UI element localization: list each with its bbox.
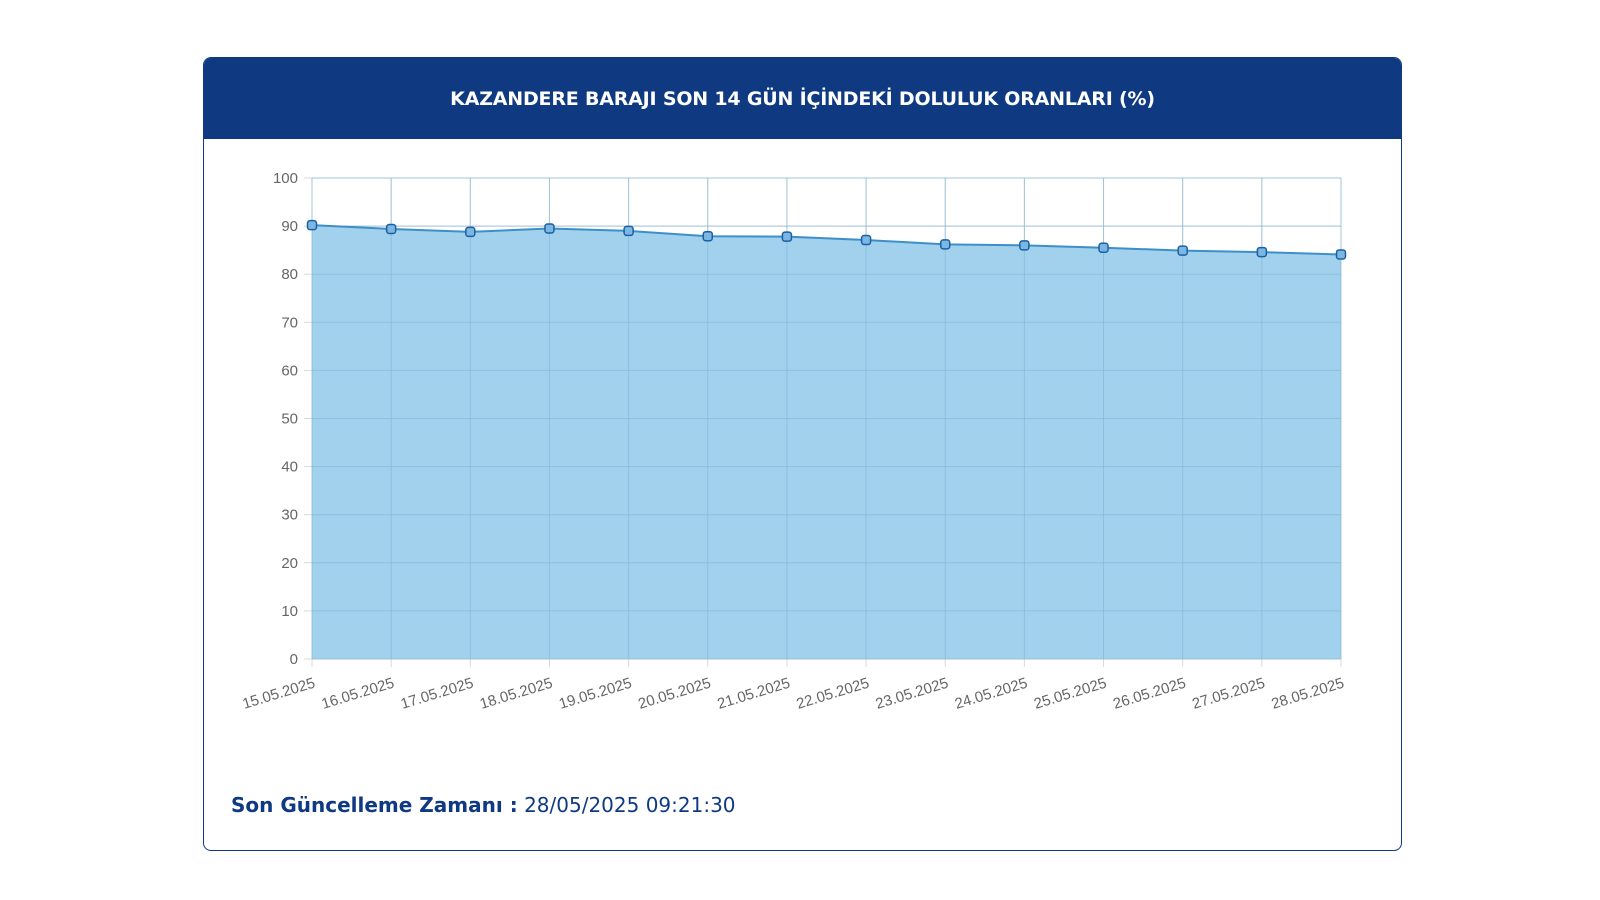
x-tick-label: 26.05.2025 [1111,675,1188,713]
y-tick-label: 0 [290,651,298,668]
x-tick-label: 28.05.2025 [1269,675,1346,713]
x-tick-label: 19.05.2025 [557,675,634,713]
data-point [702,230,714,242]
y-tick-label: 90 [281,218,298,235]
x-tick-label: 24.05.2025 [953,675,1030,713]
x-tick-label: 17.05.2025 [399,675,476,713]
y-tick-label: 100 [273,170,298,187]
data-point [385,223,397,235]
y-tick-label: 40 [281,459,298,476]
data-point [781,231,793,242]
x-tick-label: 25.05.2025 [1032,675,1109,713]
x-tick-label: 22.05.2025 [794,675,871,713]
x-tick-label: 20.05.2025 [636,675,713,713]
series-area [312,225,1341,659]
y-tick-label: 10 [281,603,298,620]
y-tick-label: 80 [281,266,298,283]
y-tick-label: 60 [281,362,298,379]
data-point [544,223,555,234]
chart-card: KAZANDERE BARAJI SON 14 GÜN İÇİNDEKİ DOL… [203,57,1402,851]
fill-rate-area-chart: 0 10 20 30 40 50 60 70 80 90 100 15.05.2025 16.05.20… [240,170,1347,713]
x-tick-label: 15.05.2025 [240,675,317,713]
y-tick-label: 20 [281,555,298,572]
x-tick-label: 18.05.2025 [478,675,555,713]
data-point [306,219,318,231]
series-line [311,224,1342,256]
last-update-value: 28/05/2025 09:21:30 [524,793,736,817]
chart-title: KAZANDERE BARAJI SON 14 GÜN İÇİNDEKİ DOL… [204,58,1401,139]
x-tick-label: 27.05.2025 [1190,675,1267,713]
data-point [465,226,476,238]
y-tick-label: 70 [281,314,298,331]
x-tick-label: 21.05.2025 [715,675,792,713]
x-tick-label: 16.05.2025 [320,675,397,713]
x-tick-label: 23.05.2025 [874,675,951,713]
data-point [623,225,634,237]
y-tick-label: 50 [281,411,298,428]
data-point [1177,245,1188,256]
chart-area: 0 10 20 30 40 50 60 70 80 90 100 15.05.2025 16.05.20… [204,139,1400,779]
data-point [860,234,872,246]
data-point [1019,240,1030,251]
data-point [1256,246,1268,258]
data-point [1335,249,1347,260]
data-point [1098,242,1109,253]
y-tick-label: 30 [281,507,298,524]
data-point [939,239,951,250]
last-update: Son Güncelleme Zamanı : 28/05/2025 09:21… [231,793,736,817]
last-update-label: Son Güncelleme Zamanı : [231,793,518,817]
